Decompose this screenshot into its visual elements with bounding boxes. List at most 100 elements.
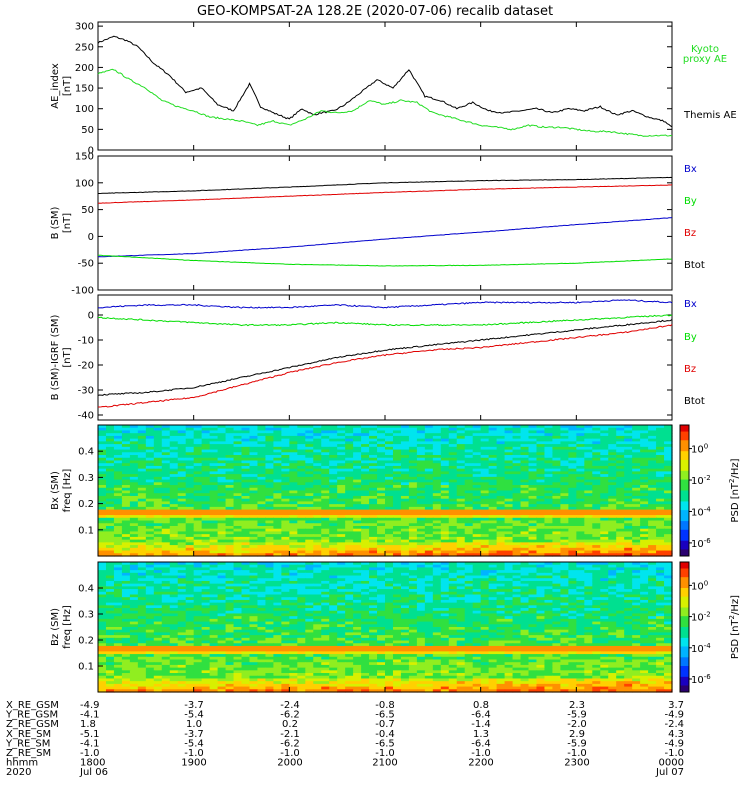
- spectrogram-cell: [345, 550, 354, 554]
- spectrogram-cell: [408, 425, 418, 429]
- spectrogram-cell: [113, 495, 123, 500]
- spectrogram-cell: [480, 498, 490, 503]
- spectrogram-cell: [329, 542, 338, 546]
- spectrogram-cell: [552, 515, 561, 519]
- spectrogram-cell: [440, 547, 450, 552]
- spectrogram-cell: [576, 498, 585, 503]
- spectrogram-cell: [568, 465, 577, 470]
- spectrogram-cell: [664, 525, 673, 530]
- spectrogram-cell: [448, 536, 458, 541]
- spectrogram-cell: [568, 457, 577, 462]
- spectrogram-cell: [233, 465, 243, 470]
- spectrogram-cell: [544, 575, 554, 579]
- spectrogram-cell: [217, 599, 227, 604]
- spectrogram-cell: [392, 580, 402, 585]
- spectrogram-cell: [193, 553, 203, 557]
- spectrogram-cell: [472, 433, 482, 437]
- spectrogram-cell: [552, 597, 561, 601]
- spectrogram-cell: [209, 501, 219, 505]
- spectrogram-cell: [584, 602, 593, 606]
- spectrogram-cell: [337, 490, 346, 494]
- spectrogram-cell: [640, 460, 649, 464]
- spectrogram-cell: [385, 608, 394, 612]
- spectrogram-cell: [297, 580, 306, 585]
- spectrogram-cell: [225, 547, 235, 552]
- spectrogram-cell: [305, 578, 314, 582]
- spectrogram-cell: [201, 605, 211, 609]
- spectrogram-cell: [297, 482, 306, 486]
- spectrogram-cell: [576, 575, 585, 579]
- spectrogram-cell: [400, 534, 410, 538]
- spectrogram-cell: [528, 575, 538, 579]
- spectrogram-cell: [640, 525, 649, 530]
- spectrogram-cell: [113, 425, 123, 429]
- spectrogram-cell: [600, 512, 609, 516]
- spectrogram-cell: [105, 482, 115, 486]
- spectrogram-cell: [98, 536, 107, 541]
- spectrogram-cell: [329, 446, 338, 451]
- spectrogram-cell: [313, 487, 322, 492]
- spectrogram-cell: [568, 542, 577, 546]
- spectrogram-cell: [560, 495, 569, 500]
- spectrogram-cell: [552, 506, 561, 511]
- spectrogram-cell: [600, 479, 609, 483]
- spectrogram-cell: [608, 594, 617, 598]
- spectrogram-cell: [600, 506, 609, 511]
- spectrogram-cell: [129, 452, 139, 456]
- spectrogram-cell: [424, 536, 434, 541]
- spectrogram-cell: [289, 567, 298, 571]
- spectrogram-cell: [185, 515, 195, 519]
- spectrogram-cell: [472, 476, 482, 481]
- spectrogram-cell: [480, 430, 490, 434]
- spectrogram-cell: [113, 449, 123, 453]
- spectrogram-cell: [305, 583, 314, 587]
- series-bz-line: [97, 184, 673, 204]
- spectrogram-cell: [568, 438, 577, 442]
- spectrogram-cell: [185, 534, 195, 538]
- spectrogram-cell: [640, 553, 649, 557]
- spectrogram-cell: [520, 528, 530, 533]
- spectrogram-cell: [616, 602, 625, 606]
- spectrogram-cell: [289, 425, 298, 429]
- spectrogram-cell: [353, 591, 362, 596]
- spectrogram-cell: [432, 474, 442, 478]
- spectrogram-cell: [153, 520, 163, 524]
- spectrogram-cell: [560, 498, 569, 503]
- spectrogram-cell: [424, 438, 434, 442]
- spectrogram-cell: [185, 430, 195, 434]
- spectrogram-cell: [313, 531, 322, 535]
- spectrogram-cell: [592, 460, 601, 464]
- spectrogram-cell: [113, 498, 123, 503]
- spectrogram-cell: [241, 550, 251, 554]
- spectrogram-cell: [129, 460, 139, 464]
- spectrogram-cell: [193, 476, 203, 481]
- spectrogram-cell: [177, 430, 187, 434]
- spectrogram-cell: [137, 570, 147, 574]
- spectrogram-cell: [496, 572, 506, 577]
- spectrogram-cell: [385, 602, 394, 606]
- spectrogram-cell: [576, 602, 585, 606]
- spectrogram-cell: [496, 575, 506, 579]
- spectrogram-cell: [329, 586, 338, 590]
- spectrogram-cell: [361, 515, 370, 519]
- spectrogram-cell: [408, 441, 418, 445]
- spectrogram-cell: [528, 435, 538, 440]
- spectrogram-cell: [353, 501, 362, 505]
- spectrogram-cell: [257, 457, 267, 462]
- spectrogram-cell: [153, 512, 163, 516]
- spectrogram-cell: [504, 580, 514, 585]
- spectrogram-cell: [129, 487, 139, 492]
- spectrogram-cell: [568, 597, 577, 601]
- spectrogram-cell: [496, 485, 506, 489]
- spectrogram-cell: [177, 452, 187, 456]
- spectrogram-cell: [281, 523, 290, 527]
- spectrogram-cell: [113, 523, 123, 527]
- spectrogram-cell: [576, 534, 585, 538]
- spectrogram-cell: [512, 476, 522, 481]
- spectrogram-cell: [105, 570, 115, 574]
- spectrogram-cell: [656, 498, 665, 503]
- spectrogram-cell: [504, 536, 514, 541]
- spectrogram-cell: [576, 449, 585, 453]
- spectrogram-cell: [616, 465, 625, 470]
- spectrogram-cell: [528, 564, 538, 569]
